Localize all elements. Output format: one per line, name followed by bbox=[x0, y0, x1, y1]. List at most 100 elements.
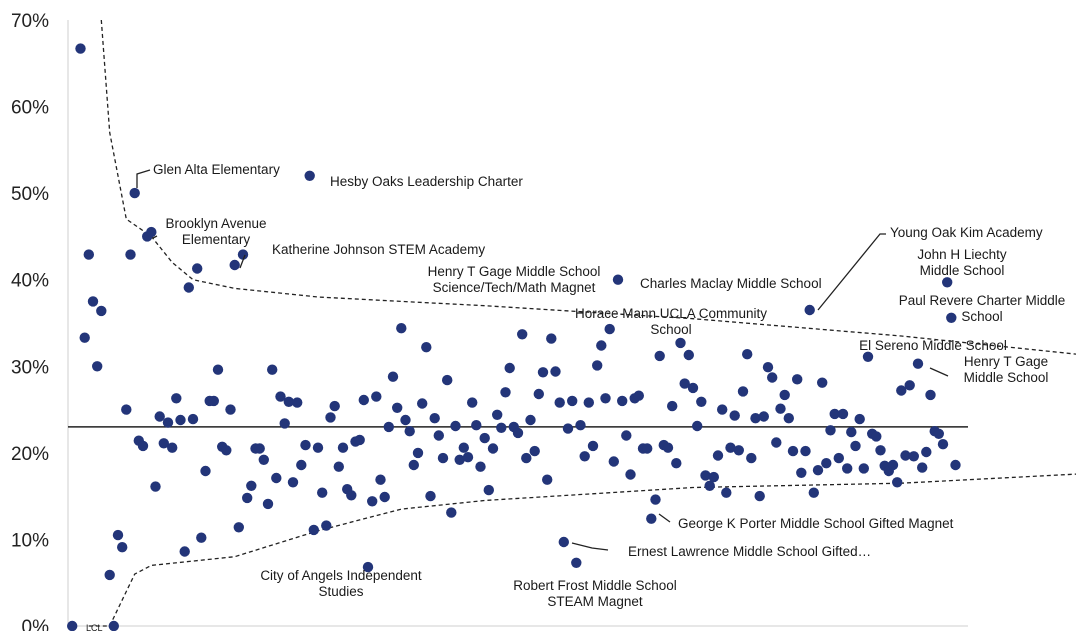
annotation-label: Science/Tech/Math Magnet bbox=[433, 280, 596, 295]
annotation-label: El Sereno Middle School bbox=[859, 338, 1007, 353]
data-point bbox=[87, 296, 99, 307]
data-point bbox=[933, 428, 944, 439]
data-point bbox=[146, 226, 157, 238]
data-point bbox=[604, 323, 615, 335]
data-point bbox=[496, 422, 507, 433]
data-point bbox=[275, 391, 286, 402]
data-point bbox=[304, 170, 315, 181]
data-point bbox=[471, 420, 482, 431]
data-point bbox=[371, 391, 382, 402]
data-point bbox=[850, 440, 861, 452]
data-point bbox=[921, 446, 932, 458]
data-point bbox=[458, 442, 469, 453]
data-point bbox=[871, 431, 882, 442]
data-point bbox=[854, 413, 865, 425]
y-tick-label: 60% bbox=[11, 98, 49, 119]
data-point bbox=[308, 524, 319, 536]
data-point bbox=[346, 490, 357, 501]
data-point bbox=[400, 414, 411, 426]
data-point bbox=[167, 442, 178, 453]
y-tick-label: 70% bbox=[11, 11, 49, 32]
data-point bbox=[825, 425, 836, 436]
annotation-label: City of Angels Independent bbox=[260, 568, 422, 583]
annotation-label: Hesby Oaks Leadership Charter bbox=[330, 174, 523, 189]
annotation-label: Glen Alta Elementary bbox=[153, 162, 280, 177]
data-point bbox=[79, 332, 90, 343]
data-point bbox=[946, 312, 957, 323]
data-point bbox=[846, 426, 857, 438]
data-point bbox=[358, 394, 369, 406]
data-point bbox=[437, 452, 449, 464]
data-point bbox=[558, 536, 569, 548]
data-point bbox=[367, 496, 378, 507]
data-point bbox=[804, 304, 815, 316]
data-point bbox=[83, 249, 95, 260]
annotation-label: Charles Maclay Middle School bbox=[640, 276, 822, 291]
data-point bbox=[721, 487, 732, 498]
data-point bbox=[667, 400, 678, 412]
data-point bbox=[300, 439, 311, 451]
data-point bbox=[354, 434, 365, 446]
data-point bbox=[750, 413, 761, 424]
data-point bbox=[450, 420, 461, 432]
data-point bbox=[692, 420, 703, 432]
data-point bbox=[483, 484, 494, 496]
annotation-label: George K Porter Middle School Gifted Mag… bbox=[678, 516, 954, 531]
annotation-label: Horace Mann UCLA Community bbox=[575, 306, 767, 321]
data-point bbox=[108, 620, 119, 631]
annotation-label: School bbox=[650, 322, 691, 337]
data-point bbox=[796, 467, 807, 478]
annotation-leader bbox=[239, 254, 246, 269]
data-point bbox=[137, 440, 149, 452]
data-point bbox=[571, 557, 582, 568]
data-point bbox=[129, 187, 140, 199]
data-point bbox=[737, 386, 749, 397]
data-point bbox=[542, 474, 553, 485]
data-point bbox=[429, 413, 440, 424]
data-point bbox=[937, 439, 949, 450]
data-point bbox=[537, 367, 549, 378]
data-point bbox=[767, 372, 778, 383]
upper-control-limit bbox=[100, 19, 1076, 355]
data-point bbox=[579, 451, 590, 462]
data-point bbox=[154, 411, 165, 422]
data-point bbox=[158, 438, 169, 449]
data-point bbox=[179, 546, 190, 557]
data-point bbox=[617, 395, 628, 407]
data-point bbox=[754, 490, 765, 502]
data-point bbox=[779, 389, 790, 401]
annotation-leader bbox=[817, 233, 886, 311]
data-point bbox=[783, 413, 794, 424]
data-point bbox=[633, 390, 644, 401]
data-point bbox=[325, 412, 336, 423]
data-point bbox=[475, 461, 486, 472]
annotation-label: Ernest Lawrence Middle School Gifted… bbox=[628, 544, 871, 559]
data-point bbox=[800, 445, 811, 457]
y-tick-label: 10% bbox=[11, 530, 49, 551]
lcl-label: LCL bbox=[86, 623, 103, 631]
data-point bbox=[708, 471, 719, 483]
data-point bbox=[329, 400, 340, 412]
data-point bbox=[596, 340, 607, 351]
data-point bbox=[562, 423, 574, 434]
data-point bbox=[267, 364, 278, 375]
data-point bbox=[679, 378, 690, 389]
data-point bbox=[521, 452, 532, 464]
annotation-label: School bbox=[961, 309, 1002, 324]
data-point bbox=[829, 408, 840, 420]
data-point bbox=[817, 377, 828, 388]
data-point bbox=[117, 542, 128, 553]
data-point bbox=[512, 427, 524, 439]
data-point bbox=[592, 360, 603, 371]
data-point bbox=[504, 362, 515, 374]
data-point bbox=[896, 385, 907, 396]
data-point bbox=[608, 456, 619, 467]
data-point bbox=[362, 561, 374, 573]
data-point bbox=[92, 361, 103, 372]
data-point bbox=[200, 465, 211, 477]
data-point bbox=[487, 443, 499, 454]
data-point bbox=[654, 350, 665, 362]
data-point bbox=[887, 459, 899, 471]
